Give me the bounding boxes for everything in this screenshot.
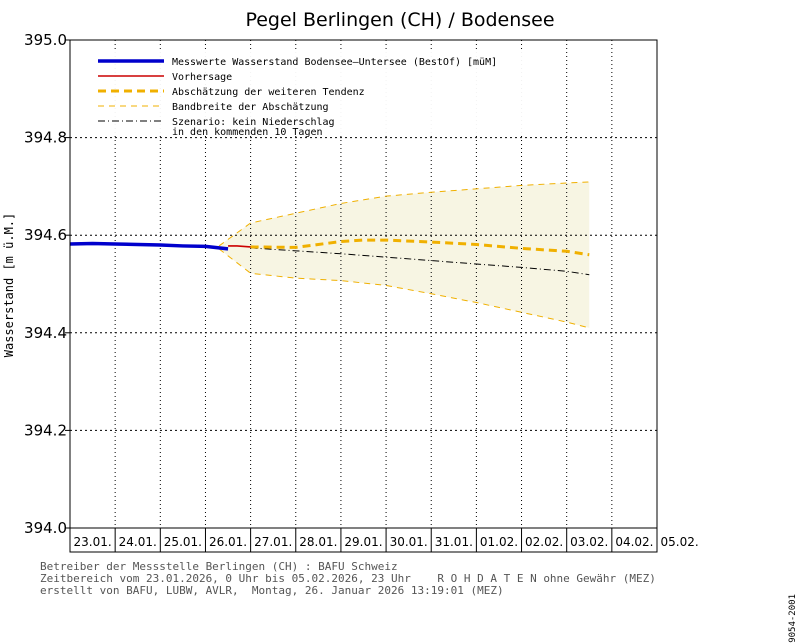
legend-label-forecast: Vorhersage [172,72,232,83]
forecast-line [228,245,251,248]
scenario-line [250,247,590,276]
footer-operator: Betreiber der Messstelle Berlingen (CH) … [40,560,398,573]
legend-label-scenario-1: Szenario: kein Niederschlag [172,117,335,128]
legend-background [94,52,542,136]
legend: Messwerte Wasserstand Bodensee–Untersee … [94,52,542,138]
x-tick-label-11: 03.02. [570,535,608,549]
x-tick-label-7: 30.01. [390,535,428,549]
footer-created-by: erstellt von BAFU, LUBW, AVLR, Montag, 2… [40,584,504,597]
grid-layer [70,40,657,528]
band-layer [219,182,590,328]
y-axis-label: Wasserstand [m ü.M.] [2,213,16,358]
series-layer [69,181,590,329]
legend-label-scenario-2: in den kommenden 10 Tagen [172,127,323,138]
x-tick-label-8: 31.01. [435,535,473,549]
legend-label-measured: Messwerte Wasserstand Bodensee–Untersee … [172,57,497,68]
x-label-strip [69,527,658,553]
trend-line [250,238,590,257]
legend-label-band: Bandbreite der Abschätzung [172,102,329,113]
x-tick-label-5: 28.01. [299,535,337,549]
x-tick-label-12: 04.02. [615,535,653,549]
x-tick-label-1: 24.01. [119,535,157,549]
x-tick-label-9: 01.02. [480,535,518,549]
band-lower-line [218,248,590,329]
x-tick-label-0: 23.01. [73,535,111,549]
water-level-chart: Pegel Berlingen (CH) / Bodensee Wasserst… [2,9,699,553]
y-tick-label-394.8: 394.8 [24,129,67,147]
footer-time-range: Zeitbereich vom 23.01.2026, 0 Uhr bis 05… [40,572,656,585]
y-tick-label-394.6: 394.6 [24,226,67,244]
y-tick-label-395.0: 395.0 [24,31,67,49]
x-tick-label-4: 27.01. [254,535,292,549]
y-tick-label-394.2: 394.2 [24,421,67,439]
x-tick-label-10: 02.02. [525,535,563,549]
axis-layer: 394.0 394.2 394.4 394.6 394.8 395.0 23.01. 24.0… [24,31,699,553]
chart-title: Pegel Berlingen (CH) / Bodensee [245,9,554,31]
measured-line [69,241,229,251]
x-tick-label-3: 26.01. [209,535,247,549]
x-tick-label-6: 29.01. [344,535,382,549]
band-upper-line [218,181,590,247]
y-tick-label-394.4: 394.4 [24,324,67,342]
side-code: 9054-2001 [788,594,798,643]
y-tick-label-394.0: 394.0 [24,519,67,537]
x-tick-label-13: 05.02. [660,535,698,549]
x-tick-label-2: 25.01. [164,535,202,549]
band-fill-area [219,182,590,328]
legend-label-trend: Abschätzung der weiteren Tendenz [172,87,365,98]
